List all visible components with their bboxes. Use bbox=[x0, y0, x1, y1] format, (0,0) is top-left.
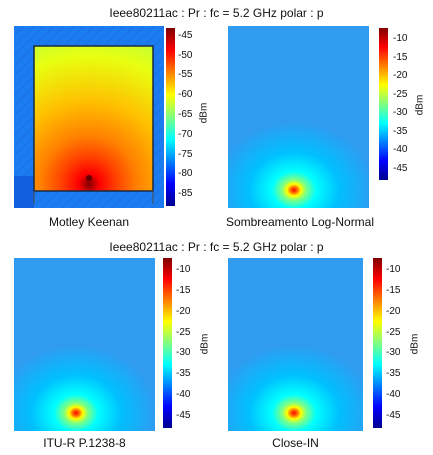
colorbar-tick-label: -85 bbox=[178, 188, 193, 200]
colorbar-tick-label: -75 bbox=[178, 148, 193, 160]
colorbar-tick-label: -45 bbox=[176, 409, 191, 421]
colorbar-tick-label: -25 bbox=[176, 326, 191, 338]
colorbar-tick-label: -50 bbox=[178, 49, 193, 61]
caption-close-in: Close-IN bbox=[272, 436, 319, 450]
colorbar-tick-label: -25 bbox=[386, 326, 401, 338]
colorbar-tick-label: -45 bbox=[178, 29, 193, 41]
colorbar-tick-label: -30 bbox=[393, 107, 408, 119]
colorbar-tick-label: -80 bbox=[178, 168, 193, 180]
colorbar-log-normal bbox=[379, 28, 388, 180]
caption-log-normal: Sombreamento Log-Normal bbox=[225, 215, 375, 229]
colorbar-tick-label: -30 bbox=[386, 347, 401, 359]
colorbar-tick-label: -60 bbox=[178, 89, 193, 101]
colorbar-tick-label: -40 bbox=[176, 388, 191, 400]
colorbar-tick-label: -55 bbox=[178, 69, 193, 81]
colorbar-tick-label: -25 bbox=[393, 88, 408, 100]
colorbar-tick-label: -30 bbox=[176, 347, 191, 359]
colorbar-tick-label: -70 bbox=[178, 128, 193, 140]
colorbar-tick-label: -45 bbox=[386, 409, 401, 421]
caption-itu-r: ITU-R P.1238-8 bbox=[43, 436, 126, 450]
colorbar-tick-label: -20 bbox=[393, 70, 408, 82]
colorbar-itu-r bbox=[163, 258, 172, 428]
colorbar-tick-label: -35 bbox=[393, 125, 408, 137]
colorbar-tick-label: -10 bbox=[393, 33, 408, 45]
heatmap-itu-r bbox=[14, 258, 155, 431]
colorbar-unit-itu-r: dBm bbox=[199, 333, 211, 355]
colorbar-tick-label: -45 bbox=[393, 162, 408, 174]
colorbar-tick-label: -15 bbox=[386, 285, 401, 297]
colorbar-unit-log-normal: dBm bbox=[414, 94, 426, 116]
colorbar-motley-keenan bbox=[166, 28, 175, 206]
heatmap-close-in bbox=[228, 258, 363, 431]
colorbar-close-in bbox=[373, 258, 382, 428]
bottom-title: Ieee80211ac : Pr : fc = 5.2 GHz polar : … bbox=[109, 240, 324, 254]
colorbar-tick-label: -35 bbox=[176, 368, 191, 380]
heatmap-motley-keenan bbox=[14, 26, 164, 208]
colorbar-tick-label: -15 bbox=[176, 285, 191, 297]
caption-motley-keenan: Motley Keenan bbox=[48, 215, 130, 229]
colorbar-unit-motley-keenan: dBm bbox=[198, 102, 210, 124]
colorbar-tick-label: -35 bbox=[386, 368, 401, 380]
colorbar-tick-label: -65 bbox=[178, 109, 193, 121]
colorbar-tick-label: -15 bbox=[393, 51, 408, 63]
colorbar-tick-label: -20 bbox=[176, 305, 191, 317]
colorbar-tick-label: -40 bbox=[386, 388, 401, 400]
top-title: Ieee80211ac : Pr : fc = 5.2 GHz polar : … bbox=[109, 6, 324, 20]
colorbar-tick-label: -10 bbox=[386, 264, 401, 276]
colorbar-tick-label: -20 bbox=[386, 305, 401, 317]
heatmap-log-normal bbox=[228, 26, 369, 208]
colorbar-tick-label: -10 bbox=[176, 264, 191, 276]
colorbar-tick-label: -40 bbox=[393, 144, 408, 156]
heatmap-motley-keenan-svg bbox=[14, 26, 164, 208]
colorbar-unit-close-in: dBm bbox=[409, 333, 421, 355]
